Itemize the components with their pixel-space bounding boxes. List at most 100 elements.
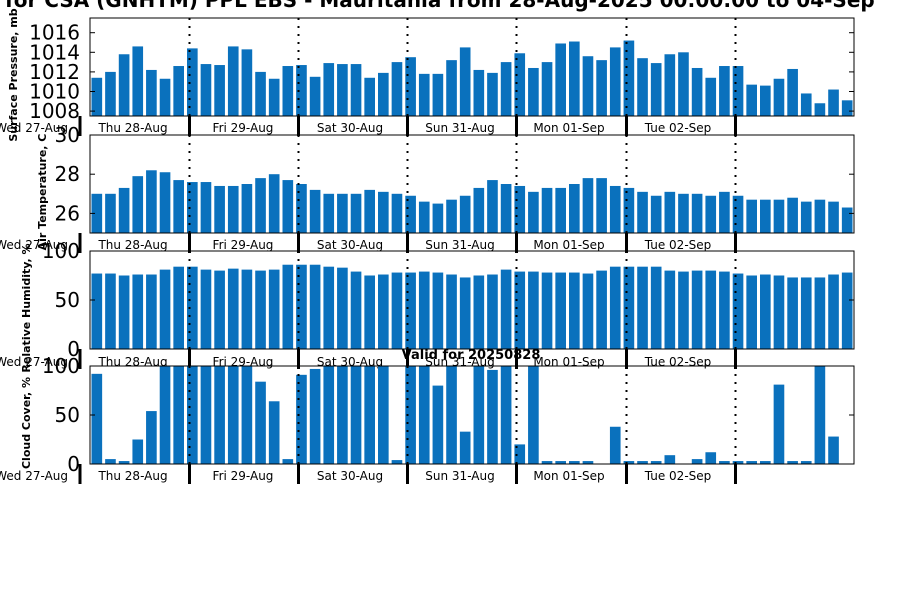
bar-3-28 bbox=[459, 277, 471, 349]
bar-2-54 bbox=[814, 199, 826, 233]
bar-4-48 bbox=[732, 461, 744, 464]
bar-3-40 bbox=[623, 266, 635, 349]
bar-2-20 bbox=[350, 193, 362, 233]
bar-4-54 bbox=[814, 366, 826, 464]
bar-3-9 bbox=[200, 269, 212, 349]
bar-4-9 bbox=[200, 366, 212, 464]
bar-3-50 bbox=[760, 274, 771, 349]
bar-3-16 bbox=[296, 264, 307, 349]
bar-1-4 bbox=[132, 46, 144, 116]
bar-3-44 bbox=[678, 271, 689, 349]
xtick-day-label-3-4: Sun 31-Aug bbox=[425, 355, 494, 369]
bar-1-34 bbox=[541, 62, 553, 116]
bar-3-35 bbox=[555, 272, 566, 349]
bar-1-20 bbox=[350, 64, 362, 116]
bar-2-26 bbox=[432, 203, 444, 233]
bar-3-23 bbox=[391, 272, 403, 349]
ytick-label-1: 1016 bbox=[29, 21, 80, 45]
bar-1-2 bbox=[105, 71, 116, 116]
xtick-day-label-4-4: Sun 31-Aug bbox=[425, 469, 494, 483]
bar-3-45 bbox=[691, 270, 703, 349]
bar-4-19 bbox=[337, 366, 348, 464]
bar-1-9 bbox=[200, 64, 212, 116]
xtick-day-label-2-1: Thu 28-Aug bbox=[97, 238, 167, 252]
bar-4-3 bbox=[118, 461, 130, 464]
ytick-label-1: 1008 bbox=[29, 99, 80, 123]
bar-3-48 bbox=[732, 273, 744, 349]
bar-2-23 bbox=[391, 193, 403, 233]
bar-4-15 bbox=[282, 459, 294, 464]
bar-4-13 bbox=[255, 381, 266, 464]
bar-4-49 bbox=[746, 461, 757, 464]
bar-4-39 bbox=[609, 426, 621, 464]
xtick-day-label-4-1: Thu 28-Aug bbox=[97, 469, 167, 483]
bar-2-21 bbox=[364, 189, 375, 233]
bar-4-35 bbox=[555, 461, 566, 464]
ylabel-2: Air Temperature, C bbox=[36, 134, 49, 251]
bar-4-14 bbox=[268, 401, 280, 464]
bar-2-30 bbox=[487, 180, 498, 233]
bar-2-15 bbox=[282, 180, 294, 233]
bar-4-51 bbox=[773, 384, 785, 464]
xtick-day-label-1-6: Tue 02-Sep bbox=[644, 121, 712, 135]
bar-1-28 bbox=[459, 47, 471, 116]
xtick-first-label-1: Wed 27-Aug bbox=[0, 121, 68, 135]
bar-2-28 bbox=[459, 195, 471, 233]
bar-1-55 bbox=[828, 89, 839, 116]
bar-2-19 bbox=[337, 193, 348, 233]
bar-2-8 bbox=[187, 182, 198, 233]
xtick-day-label-1-1: Thu 28-Aug bbox=[97, 121, 167, 135]
bar-4-34 bbox=[541, 461, 553, 464]
bar-1-5 bbox=[146, 69, 157, 116]
bar-2-11 bbox=[227, 185, 239, 233]
bar-4-20 bbox=[350, 366, 362, 464]
chart-title: for CSA (GNHTM) PPL EBS - Mauritania fro… bbox=[5, 0, 875, 12]
bar-3-2 bbox=[105, 273, 116, 349]
bar-4-12 bbox=[241, 366, 253, 464]
bar-2-14 bbox=[268, 174, 280, 233]
bar-1-52 bbox=[787, 68, 798, 116]
bar-4-22 bbox=[378, 366, 389, 464]
bar-3-8 bbox=[187, 266, 198, 349]
bar-2-22 bbox=[378, 191, 389, 233]
bar-4-45 bbox=[691, 459, 703, 464]
bar-1-15 bbox=[282, 66, 294, 116]
bar-2-53 bbox=[800, 201, 812, 233]
bar-1-38 bbox=[596, 60, 607, 116]
bar-1-31 bbox=[500, 62, 512, 116]
xtick-day-label-2-2: Fri 29-Aug bbox=[213, 238, 274, 252]
bar-2-35 bbox=[555, 187, 566, 233]
bar-3-3 bbox=[118, 275, 130, 349]
xtick-day-label-4-3: Sat 30-Aug bbox=[317, 469, 383, 483]
bar-4-30 bbox=[487, 369, 498, 464]
xtick-day-label-4-5: Mon 01-Sep bbox=[533, 469, 604, 483]
bar-4-32 bbox=[514, 444, 526, 464]
bar-2-6 bbox=[159, 172, 171, 233]
bar-2-12 bbox=[241, 184, 253, 233]
bar-2-24 bbox=[405, 195, 416, 233]
xtick-day-label-2-4: Sun 31-Aug bbox=[425, 238, 494, 252]
ytick-label-4: 0 bbox=[67, 452, 80, 476]
bar-2-25 bbox=[418, 201, 430, 233]
xtick-day-label-2-3: Sat 30-Aug bbox=[317, 238, 383, 252]
bar-4-11 bbox=[227, 366, 239, 464]
bar-4-16 bbox=[296, 374, 307, 464]
bar-1-27 bbox=[446, 60, 457, 116]
ytick-label-2: 28 bbox=[55, 162, 80, 186]
ytick-label-2: 30 bbox=[55, 123, 80, 147]
bar-1-35 bbox=[555, 43, 566, 117]
bar-1-7 bbox=[173, 66, 184, 116]
bar-3-1 bbox=[91, 273, 103, 349]
bar-1-13 bbox=[255, 71, 266, 116]
bar-4-40 bbox=[623, 461, 635, 464]
bar-2-37 bbox=[582, 178, 594, 233]
bar-3-26 bbox=[432, 272, 444, 349]
bar-4-47 bbox=[719, 461, 730, 464]
bar-1-51 bbox=[773, 78, 785, 116]
bar-2-16 bbox=[296, 184, 307, 233]
ytick-label-1: 1012 bbox=[29, 60, 80, 84]
bar-2-45 bbox=[691, 193, 703, 233]
bar-2-2 bbox=[105, 193, 116, 233]
bar-1-1 bbox=[91, 77, 103, 116]
bar-2-38 bbox=[596, 178, 607, 233]
